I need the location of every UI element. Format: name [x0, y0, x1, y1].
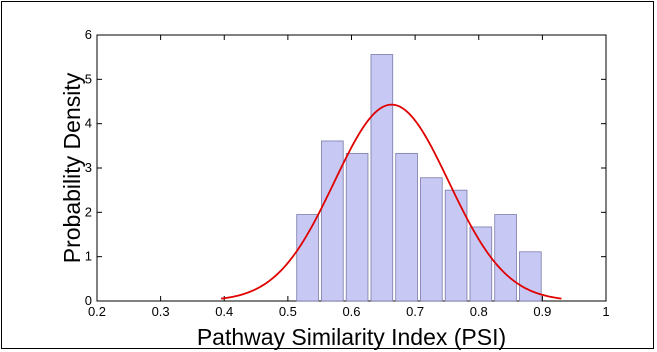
- x-tick-label: 0.9: [533, 304, 551, 319]
- x-tick-label: 0.5: [279, 304, 297, 319]
- y-tick-label: 2: [85, 204, 92, 219]
- x-tick-label: 1: [602, 304, 609, 319]
- y-tick-label: 4: [85, 116, 92, 131]
- x-tick-label: 0.2: [88, 304, 106, 319]
- x-axis-label: Pathway Similarity Index (PSI): [197, 324, 506, 350]
- histogram-bar: [395, 152, 418, 302]
- y-tick-label: 1: [85, 249, 92, 264]
- histogram-bar: [420, 177, 443, 302]
- histogram-bar: [494, 214, 517, 302]
- y-axis-label: Probability Density: [59, 72, 85, 263]
- y-tick-label: 6: [85, 27, 92, 42]
- histogram-bar: [345, 152, 369, 302]
- histogram-bar: [321, 140, 344, 302]
- histogram-bar: [444, 189, 468, 302]
- y-tick-label: 5: [85, 71, 92, 86]
- y-tick-label: 3: [85, 160, 92, 175]
- y-tick-label: 0: [85, 293, 92, 308]
- histogram-bar: [370, 54, 394, 302]
- plot-area: 0.2 0.3 0.4 0.5 0.6 0.7 0.8 0.9 1 0 1 2 3 4 5 6: [85, 27, 610, 319]
- x-tick-label: 0.8: [470, 304, 488, 319]
- histogram-bar: [469, 226, 493, 302]
- histogram-bar: [296, 214, 319, 302]
- x-tick-label: 0.3: [152, 304, 170, 319]
- x-tick-label: 0.7: [406, 304, 424, 319]
- x-tick-label: 0.4: [215, 304, 233, 319]
- x-tick-label: 0.6: [342, 304, 360, 319]
- fit-curve-line: [220, 103, 562, 300]
